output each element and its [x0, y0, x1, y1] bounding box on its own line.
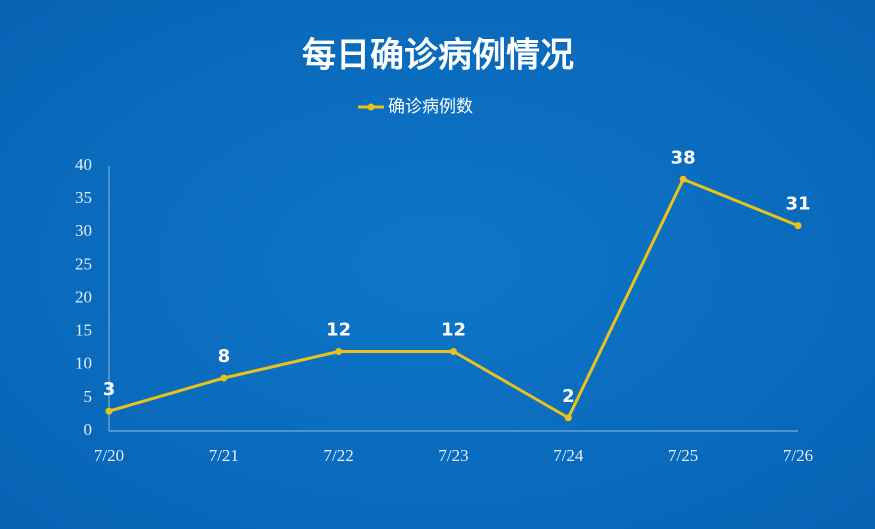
- x-tick-label: 7/20: [94, 446, 124, 465]
- x-tick-label: 7/21: [209, 446, 239, 465]
- y-tick-label: 30: [75, 221, 92, 240]
- chart-title: 每日确诊病例情况: [302, 36, 574, 76]
- y-tick-label: 35: [75, 188, 92, 207]
- y-tick-label: 40: [75, 155, 92, 174]
- y-tick-label: 20: [75, 287, 92, 306]
- x-tick-label: 7/24: [553, 446, 584, 465]
- data-point: [794, 222, 802, 230]
- data-point: [105, 407, 113, 415]
- x-tick-label: 7/25: [668, 446, 698, 465]
- data-label: 12: [326, 320, 351, 341]
- data-label: 31: [785, 194, 810, 215]
- data-label: 12: [441, 320, 466, 341]
- y-tick-label: 5: [84, 387, 93, 406]
- data-label: 3: [103, 379, 116, 400]
- data-point: [564, 414, 572, 422]
- data-label: 2: [562, 386, 575, 407]
- x-tick-label: 7/26: [783, 446, 813, 465]
- y-tick-label: 10: [75, 354, 92, 373]
- y-tick-label: 0: [84, 420, 93, 439]
- legend-label: 确诊病例数: [388, 97, 473, 117]
- data-point: [335, 348, 343, 355]
- x-tick-label: 7/23: [438, 446, 468, 465]
- y-tick-label: 25: [75, 254, 92, 273]
- data-label: 8: [218, 346, 231, 367]
- data-point: [450, 348, 457, 355]
- data-label: 38: [671, 147, 696, 168]
- legend-marker: [367, 103, 375, 111]
- data-point: [220, 374, 228, 382]
- data-point: [679, 175, 687, 183]
- x-tick-label: 7/22: [324, 446, 354, 465]
- y-tick-label: 15: [75, 321, 92, 340]
